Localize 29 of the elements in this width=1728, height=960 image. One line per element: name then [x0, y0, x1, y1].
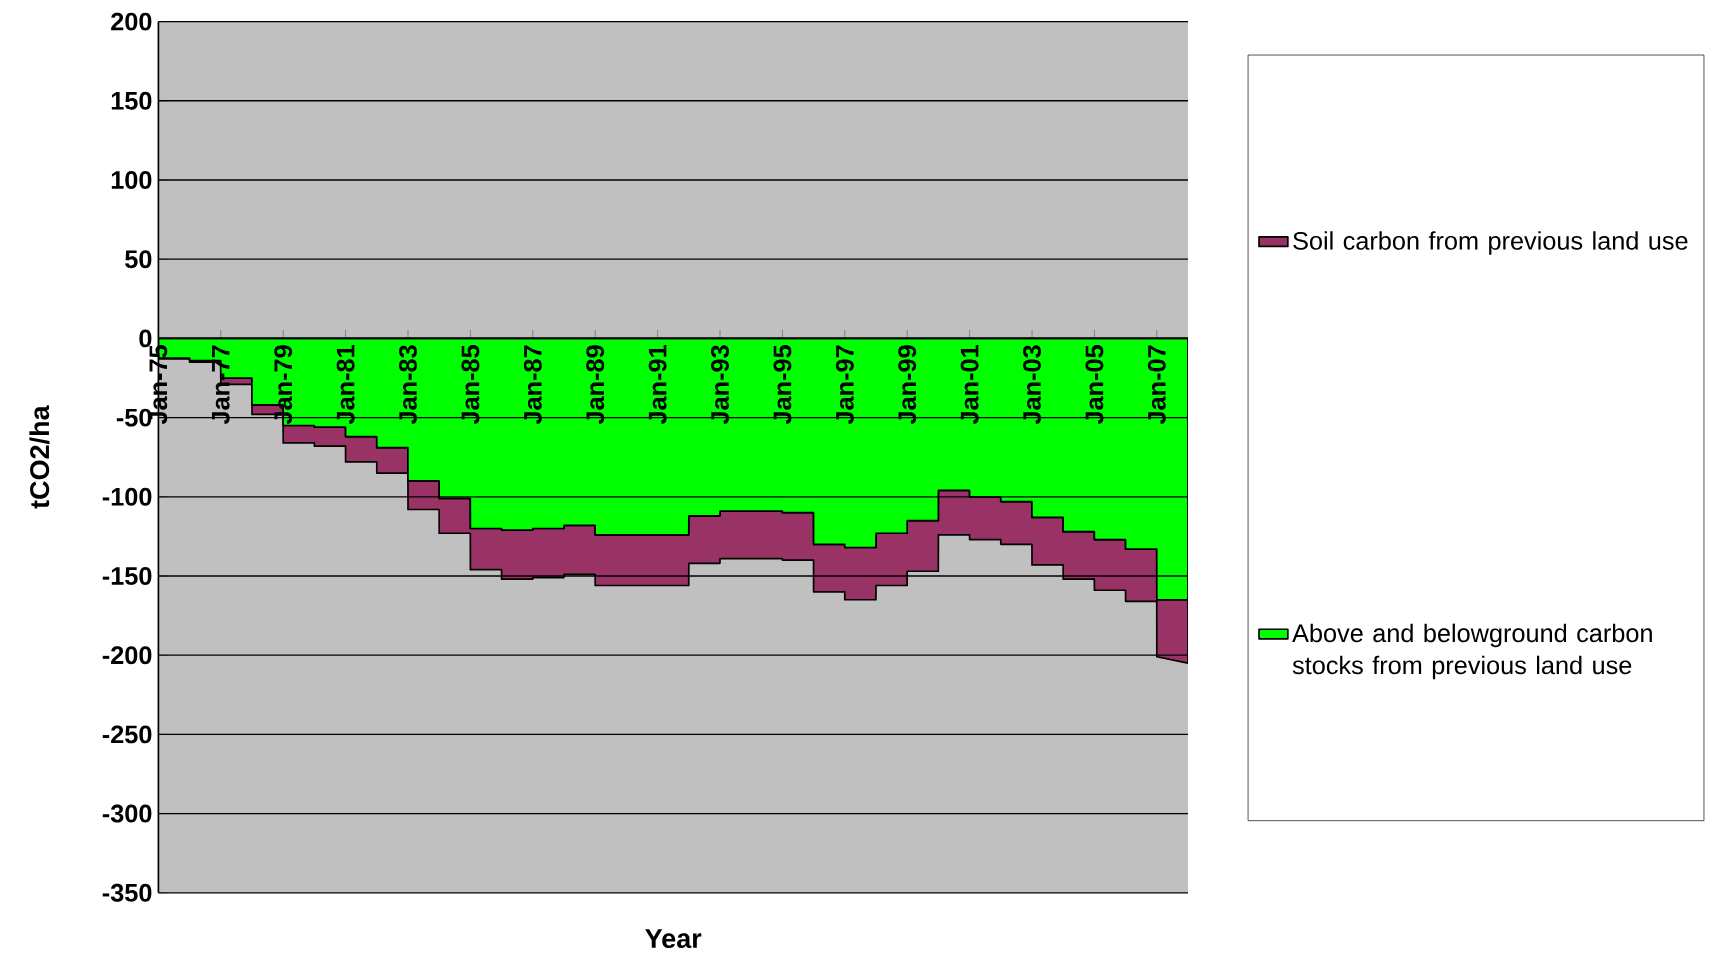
y-tick-label: 100: [111, 171, 152, 189]
y-tick-label: 150: [111, 91, 152, 110]
x-tick-label: Jan-81: [336, 345, 355, 425]
x-axis-title: Year: [645, 929, 702, 949]
y-tick-label: 200: [111, 12, 152, 31]
x-tick-label: Jan-03: [1023, 345, 1041, 425]
x-tick-label: Jan-87: [523, 345, 542, 425]
y-tick-label: -150: [102, 567, 152, 585]
x-tick-label: Jan-01: [960, 345, 979, 425]
x-tick-label: Jan-85: [461, 345, 480, 425]
y-tick-label: 50: [125, 250, 152, 269]
x-tick-label: Jan-05: [1085, 345, 1104, 425]
x-tick-label: Jan-83: [399, 345, 417, 425]
legend-label: Soil carbon from previous land use: [1293, 231, 1688, 255]
y-tick-label: -250: [102, 725, 152, 744]
x-tick-label: Jan-99: [898, 345, 917, 425]
x-tick-label: Jan-89: [586, 345, 605, 425]
y-tick-label: -350: [102, 883, 152, 902]
legend-label: Above and belowground carbon stocks from previous land use: [1292, 623, 1652, 680]
y-axis-title: tCO2/ha: [29, 405, 50, 509]
x-tick-label: Jan-97: [835, 345, 854, 425]
x-tick-label: Jan-95: [773, 345, 792, 425]
x-tick-label: Jan-79: [274, 345, 293, 425]
x-tick-label: Jan-07: [1147, 345, 1166, 425]
x-tick-label: Jan-93: [711, 345, 729, 425]
y-tick-label: -200: [102, 646, 152, 665]
y-tick-label: -100: [102, 487, 152, 506]
y-tick-label: -300: [102, 804, 152, 823]
x-tick-label: Jan-91: [648, 345, 667, 425]
